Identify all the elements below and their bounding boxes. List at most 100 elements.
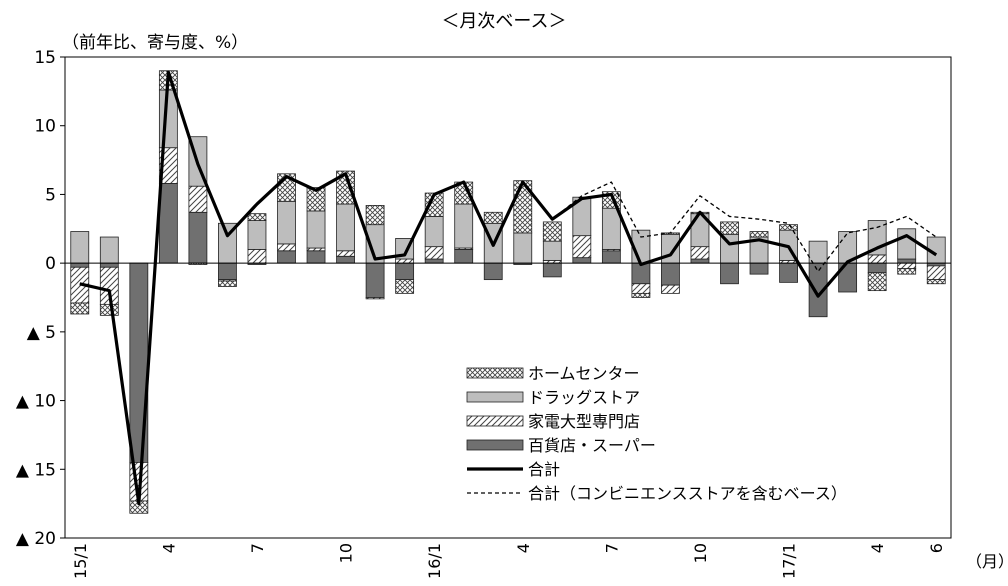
bar-segment (572, 235, 592, 259)
bar-segment (277, 243, 296, 252)
x-tick-label: 16/1 (425, 543, 444, 579)
bar-segment (631, 292, 651, 298)
bar-segment (513, 232, 533, 264)
bar-segment (897, 258, 917, 264)
bar-segment (867, 254, 887, 264)
bar-segment (720, 262, 739, 285)
line-total (79, 70, 938, 506)
bar-segment (365, 262, 385, 298)
bar-segment (218, 280, 237, 287)
legend-label: 合計（コンビニエンスストアを含むベース） (528, 484, 847, 503)
x-tick-label: 10 (691, 543, 710, 563)
bar-segment (188, 211, 208, 264)
bar-segment (99, 236, 119, 264)
bar-segment (661, 233, 680, 264)
bar-segment (99, 303, 119, 316)
bar-segment (631, 262, 651, 285)
bar-segment (572, 257, 592, 264)
bar-segment (395, 279, 415, 294)
bar-segment (542, 240, 562, 261)
x-tick-label: 17/1 (780, 543, 799, 579)
bar-segment (808, 240, 828, 264)
bar-segment (277, 200, 296, 245)
bar-segment (306, 187, 326, 212)
x-tick-label: 7 (248, 543, 267, 553)
bar-segment (601, 207, 621, 250)
bar-segment (247, 220, 267, 250)
bar-series (70, 70, 946, 514)
x-tick-label: 15/1 (71, 543, 90, 579)
bar-segment (542, 262, 562, 278)
y-tick-label: ▲ 15 (16, 460, 56, 480)
legend: ホームセンタードラッグストア家電大型専門店百貨店・スーパー合計合計（コンビニエン… (466, 364, 847, 503)
bar-segment (336, 203, 355, 252)
bar-segment (454, 203, 474, 249)
x-tick-label: 4 (868, 543, 887, 553)
bar-segment (690, 246, 710, 260)
line-total-incl-cvs (79, 71, 937, 505)
bar-segment (661, 262, 680, 286)
bar-segment (70, 231, 90, 264)
y-tick-label: ▲ 20 (16, 529, 56, 549)
bar-segment (336, 250, 355, 257)
bar-segment (99, 262, 119, 268)
bar-segment (424, 258, 444, 264)
bar-segment (277, 250, 296, 264)
bar-segment (395, 262, 415, 281)
bar-segment (897, 268, 917, 275)
x-axis-ticks: 15/1 4 7 10 16/1 4 7 10 17/1 4 6 (71, 543, 946, 579)
bar-segment (306, 210, 326, 249)
bar-segment (424, 216, 444, 248)
bar-segment (70, 262, 90, 268)
y-tick-label: 0 (45, 254, 56, 274)
bar-segment (867, 262, 887, 274)
legend-label: 家電大型専門店 (528, 412, 640, 431)
bar-segment (365, 297, 385, 300)
bar-segment (218, 262, 237, 281)
bar-segment (749, 262, 769, 275)
legend-label: 百貨店・スーパー (528, 436, 656, 455)
bar-segment (720, 221, 739, 235)
bar-segment (631, 283, 651, 294)
plot-area (64, 56, 952, 539)
bar-segment (601, 250, 621, 264)
bar-segment (158, 89, 178, 149)
bar-segment (867, 272, 887, 292)
legend-label: ドラッグストア (528, 388, 640, 407)
bar-segment (926, 265, 946, 281)
bar-segment (483, 262, 503, 281)
bar-segment (897, 228, 917, 260)
bar-segment (306, 247, 326, 252)
y-axis-ticks: 15 10 5 0 ▲ 5 ▲ 10 ▲ 15 ▲ 20 (16, 48, 65, 549)
bar-segment (661, 284, 680, 294)
bar-segment (336, 255, 355, 264)
y-tick-label: 15 (34, 48, 56, 68)
x-tick-label: 6 (927, 543, 946, 553)
bar-segment (454, 248, 474, 264)
x-tick-label: 7 (602, 543, 621, 553)
bar-segment (247, 213, 267, 221)
legend-label: ホームセンター (528, 364, 640, 383)
bar-segment (306, 250, 326, 264)
bar-segment (365, 205, 385, 226)
bar-segment (779, 262, 798, 283)
bar-segment (897, 262, 917, 270)
bar-segment (483, 211, 503, 224)
chart-title: ＜月次ベース＞ (441, 11, 566, 32)
bar-segment (336, 170, 355, 205)
bar-segment (749, 231, 769, 238)
line-series (79, 70, 938, 506)
bar-segment (690, 258, 710, 264)
bar-segment (395, 258, 415, 264)
bar-segment (424, 246, 444, 260)
bar-segment (70, 302, 90, 315)
bar-segment (247, 248, 267, 264)
legend-label: 合計 (528, 460, 560, 479)
bar-segment (158, 183, 178, 264)
y-tick-label: ▲ 5 (27, 323, 56, 343)
x-tick-label: 4 (159, 543, 178, 553)
legend-swatch (466, 415, 524, 427)
bar-segment (926, 279, 946, 285)
x-tick-label: 10 (337, 543, 356, 563)
